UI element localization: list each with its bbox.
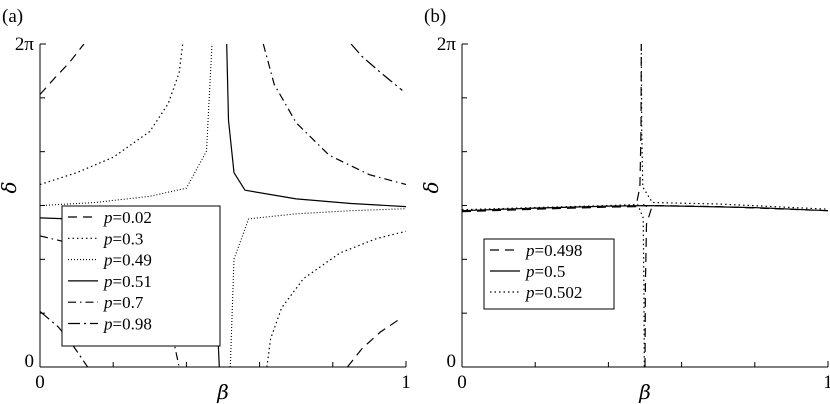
x-axis-label: β xyxy=(638,380,651,404)
legend-box xyxy=(483,238,615,310)
series-line-p0.502 xyxy=(640,44,828,210)
x-tick-label: 1 xyxy=(823,372,830,393)
legend-value: =0.5 xyxy=(535,262,566,281)
y-tick-label: 0 xyxy=(447,351,457,372)
y-axis-label: δ xyxy=(419,181,443,193)
chart-panel-1: (a)0102πβδp=0.02p=0.3p=0.49p=0.51p=0.7p=… xyxy=(0,6,411,404)
legend-value: =0.502 xyxy=(535,283,583,302)
series-line-p0.502 xyxy=(462,203,645,367)
legend-entry-p0.51: p=0.51 xyxy=(103,272,152,291)
legend-value: =0.498 xyxy=(535,241,583,260)
legend: p=0.02p=0.3p=0.49p=0.51p=0.7p=0.98 xyxy=(61,205,221,347)
series-line-p0.49 xyxy=(40,44,213,207)
legend-var: p xyxy=(525,283,535,302)
panel-label: (a) xyxy=(2,6,23,27)
legend-var: p xyxy=(103,272,113,291)
legend-var: p xyxy=(103,208,113,227)
series-line-p0.498 xyxy=(644,205,828,367)
y-tick-label: 2π xyxy=(15,34,35,55)
legend-value: =0.51 xyxy=(113,272,152,291)
series-line-p0.51 xyxy=(226,44,406,208)
legend-entry-p0.49: p=0.49 xyxy=(103,251,152,270)
legend-entry-p0.498: p=0.498 xyxy=(525,241,582,260)
panel-label: (b) xyxy=(424,6,446,27)
x-axis-label: β xyxy=(216,380,229,404)
x-tick-label: 0 xyxy=(35,372,45,393)
y-axis-label: δ xyxy=(0,181,21,193)
legend-var: p xyxy=(103,293,113,312)
series-line-p0.02 xyxy=(346,319,400,367)
legend-value: =0.49 xyxy=(113,251,152,270)
y-tick-label: 0 xyxy=(25,351,35,372)
series-line-p0.02 xyxy=(40,44,85,95)
legend-var: p xyxy=(103,315,113,334)
x-tick-label: 0 xyxy=(457,372,467,393)
legend-value: =0.7 xyxy=(113,293,144,312)
series-line-p0.98 xyxy=(350,44,403,91)
series-line-p0.7 xyxy=(262,44,406,186)
series-curves xyxy=(462,44,828,367)
y-tick-label: 2π xyxy=(437,34,457,55)
legend-value: =0.02 xyxy=(113,208,152,227)
series-line-p0.498 xyxy=(462,44,642,213)
legend-entry-p0.02: p=0.02 xyxy=(103,208,152,227)
legend-var: p xyxy=(525,262,535,281)
legend-entry-p0.98: p=0.98 xyxy=(103,315,152,334)
series-line-p0.5 xyxy=(642,203,648,208)
series-line-p0.3 xyxy=(40,44,184,186)
legend-entry-p0.502: p=0.502 xyxy=(525,283,582,302)
legend-entry-p0.5: p=0.5 xyxy=(525,262,565,281)
series-line-p0.3 xyxy=(266,230,406,367)
legend-var: p xyxy=(525,241,535,260)
x-tick-label: 1 xyxy=(401,372,411,393)
legend-value: =0.98 xyxy=(113,315,152,334)
legend-entry-p0.7: p=0.7 xyxy=(103,293,144,312)
legend-entry-p0.3: p=0.3 xyxy=(103,229,143,248)
legend-var: p xyxy=(103,251,113,270)
series-line-p0.49 xyxy=(229,208,406,367)
legend-value: =0.3 xyxy=(113,229,144,248)
series-line-p0.98 xyxy=(40,311,89,367)
legend-var: p xyxy=(103,229,113,248)
legend-box xyxy=(61,205,221,347)
